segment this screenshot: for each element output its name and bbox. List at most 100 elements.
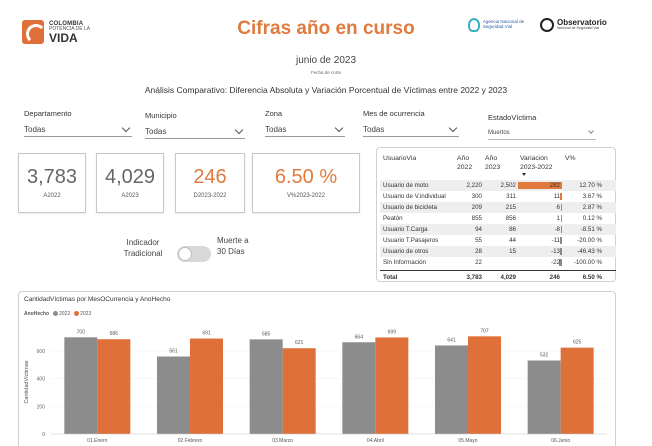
filter-municipio-value: Todas [145, 127, 167, 136]
col-header-2022-line1: Año [457, 155, 470, 162]
table-row[interactable]: Usuario de otros 28 15 -13 -46.43 % [380, 246, 616, 257]
table-row[interactable]: Usuario de moto 2,220 2,502 282 12.70 % [380, 180, 616, 191]
agency-logo: Agencia Nacional de Seguridad Vial [468, 14, 530, 36]
col-header-user[interactable]: UsuarioVia [383, 155, 417, 162]
victims-by-user-table [376, 147, 616, 282]
chevron-down-icon [121, 123, 131, 132]
cell-2022: 855 [471, 215, 482, 222]
cell-2023: 311 [506, 193, 516, 200]
observatorio-subtitle: Nacional de Seguridad Vial [557, 26, 600, 31]
table-row[interactable]: Usuario T.Carga 94 86 -8 -8.51 % [380, 224, 616, 235]
sort-descending-icon [522, 173, 526, 176]
bar-2023-6 [560, 347, 594, 434]
legend-item-2022[interactable]: 2022 [53, 311, 70, 317]
data-label: 621 [295, 340, 304, 346]
variation-bar [560, 193, 562, 200]
report-date-caption: Fecha de corte [310, 70, 342, 75]
data-label: 641 [447, 337, 456, 343]
col-header-variation[interactable]: Variación 2023-2022 [520, 154, 553, 172]
x-tick-label: 03.Marzo [272, 438, 293, 444]
x-tick-label: 05.Mayo [458, 438, 477, 444]
total-label: Total [383, 273, 398, 281]
bar-2023-1 [97, 339, 131, 434]
legend-item-2023[interactable]: 2023 [74, 311, 91, 317]
legend-dot-2023 [74, 311, 80, 317]
brand-line-3: VIDA [49, 30, 78, 45]
x-tick-label: 02.Febrero [178, 438, 203, 444]
filter-label-municipio: Municipio [145, 111, 177, 120]
filter-mes-dropdown[interactable]: Todas [363, 123, 459, 137]
col-header-2022[interactable]: Año 2022 [457, 154, 472, 172]
cell-pct: -20.00 % [577, 237, 602, 244]
bar-2023-3 [282, 348, 316, 434]
chevron-down-icon [588, 127, 594, 134]
cell-2023: 15 [509, 248, 516, 255]
data-label: 700 [77, 329, 86, 335]
kpi-card-a2023: 4,029 A2023 [96, 153, 164, 213]
total-diff: 246 [549, 273, 560, 281]
toggle-label-30-days-1: Muerte a [217, 236, 249, 245]
report-date: junio de 2023 [295, 55, 357, 66]
legend-label-2023: 2023 [80, 311, 92, 317]
monthly-victims-chart: CantidadVíctimas por MesOCurrencia y Ano… [18, 291, 616, 446]
cell-user: Usuario de bicicleta [383, 204, 437, 211]
cell-diff: 1 [556, 215, 560, 222]
table-row[interactable]: Usuario T.Pasajeros 55 44 -11 -20.00 % [380, 235, 616, 246]
chart-legend: AnoHecho 2022 2023 [24, 311, 91, 317]
cell-user: Usuario T.Carga [383, 226, 428, 233]
indicator-toggle-switch[interactable] [177, 246, 211, 262]
variation-bar [518, 182, 562, 189]
variation-bar [561, 204, 562, 211]
filter-label-mes: Mes de ocurrencia [363, 109, 425, 118]
cell-2022: 22 [475, 259, 482, 266]
kpi-label-variation: V%2023-2022 [286, 193, 326, 199]
data-label: 685 [262, 331, 271, 337]
table-row[interactable]: Usuario de V.individual 300 311 11 3.67 % [380, 191, 616, 202]
table-row[interactable]: Usuario de bicicleta 209 215 6 2.87 % [380, 202, 616, 213]
observatorio-title: Observatorio [557, 18, 607, 28]
col-header-2023[interactable]: Año 2023 [485, 154, 500, 172]
cell-diff: -8 [554, 226, 560, 233]
variation-bar [560, 237, 562, 244]
col-header-pct[interactable]: V% [565, 155, 576, 162]
legend-label-2022: 2022 [59, 311, 71, 317]
filter-zona-dropdown[interactable]: Todas [265, 123, 345, 137]
brand-line-2: POTENCIA DE LA [49, 25, 91, 32]
colombia-logo: COLOMBIA POTENCIA DE LA VIDA [22, 18, 92, 46]
y-tick-label: 600 [37, 349, 46, 355]
legend-title: AnoHecho [24, 311, 49, 317]
toggle-label-30-days-2: 30 Días [217, 246, 245, 256]
bar-2023-4 [375, 337, 409, 434]
victims-table-body: UsuarioVia Año 2022 Año 2023 Variación 2… [380, 150, 616, 283]
cell-diff: -22 [551, 259, 560, 266]
kpi-card-a2022: 3,783 A2022 [18, 153, 86, 213]
total-2023: 4,029 [500, 273, 516, 281]
table-total-row: Total 3,783 4,029 246 6.50 % [380, 270, 616, 283]
kpi-label-diff: D2023-2022 [193, 193, 227, 199]
cell-user: Peatón [383, 215, 403, 222]
y-tick-label: 0 [42, 432, 45, 438]
agency-logo-text: Agencia Nacional de Seguridad Vial [482, 19, 525, 29]
chart-plot-area: CantidadVíctimas 0 200 400 600 700 686 01.Enero… [24, 328, 607, 444]
variation-bar [558, 259, 562, 266]
kpi-value-a2023: 4,029 [104, 166, 156, 188]
filter-mes-value: Todas [363, 125, 385, 134]
filter-departamento-dropdown[interactable]: Todas [24, 123, 132, 137]
x-tick-label: 04.Abril [367, 438, 384, 444]
table-row[interactable]: Peatón 855 856 1 0.12 % [380, 213, 616, 224]
filter-label-departamento: Departamento [24, 109, 72, 118]
data-label: 664 [355, 334, 364, 340]
variation-bar [561, 215, 562, 222]
bar-2022-4 [342, 342, 376, 434]
col-header-2023-line1: Año [485, 155, 498, 162]
table-row[interactable]: Sin Información 22 -22 -100.00 % [380, 257, 616, 268]
data-label: 686 [110, 331, 119, 337]
analysis-subtitle: Análisis Comparativo: Diferencia Absolut… [144, 85, 508, 95]
filter-estado-dropdown[interactable]: Muertos [488, 126, 596, 140]
y-tick-label: 200 [37, 404, 46, 410]
cell-diff: -13 [551, 248, 560, 255]
filter-municipio-dropdown[interactable]: Todas [145, 125, 245, 139]
chevron-down-icon [448, 123, 458, 132]
bar-2022-2 [157, 356, 190, 434]
cell-pct: -8.51 % [580, 226, 602, 233]
